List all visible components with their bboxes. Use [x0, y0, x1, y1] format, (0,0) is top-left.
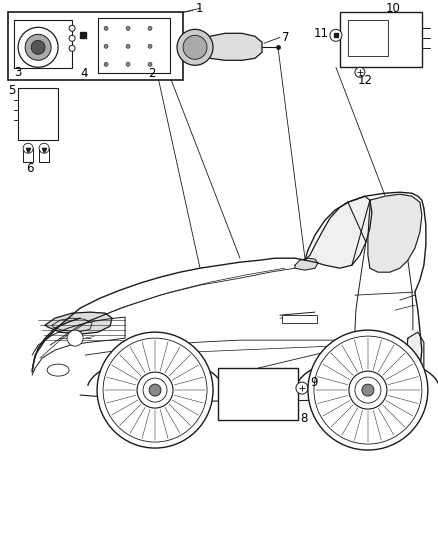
Circle shape [296, 382, 308, 394]
Polygon shape [295, 258, 318, 270]
Text: 11: 11 [314, 27, 329, 40]
Circle shape [330, 29, 342, 42]
Text: 6: 6 [26, 161, 34, 175]
Circle shape [18, 27, 58, 67]
Text: 8: 8 [300, 411, 307, 425]
Bar [18, 88, 58, 140]
Circle shape [314, 336, 422, 444]
Polygon shape [87, 358, 223, 394]
Circle shape [69, 26, 75, 31]
Text: 3: 3 [14, 66, 21, 79]
Circle shape [349, 371, 387, 409]
Polygon shape [305, 196, 372, 268]
Circle shape [148, 44, 152, 49]
Circle shape [69, 45, 75, 51]
Circle shape [148, 62, 152, 66]
Text: 7: 7 [282, 31, 290, 44]
Bar [14, 20, 72, 68]
Circle shape [69, 35, 75, 42]
Circle shape [126, 44, 130, 49]
Circle shape [362, 384, 374, 396]
Circle shape [143, 378, 167, 402]
Bar [340, 12, 422, 67]
Circle shape [97, 332, 213, 448]
Text: 10: 10 [386, 2, 401, 15]
Bar [23, 148, 33, 162]
Polygon shape [198, 34, 262, 60]
Circle shape [103, 338, 207, 442]
Text: 5: 5 [8, 84, 15, 97]
Bar [39, 148, 49, 162]
Circle shape [126, 26, 130, 30]
Polygon shape [45, 312, 112, 334]
Text: 9: 9 [310, 376, 318, 389]
Polygon shape [407, 332, 424, 375]
Polygon shape [32, 290, 428, 400]
Bar [98, 18, 170, 74]
Circle shape [104, 62, 108, 66]
Text: 1: 1 [196, 2, 204, 15]
Circle shape [25, 34, 51, 60]
Circle shape [177, 29, 213, 66]
Circle shape [67, 330, 83, 346]
Bar [348, 20, 388, 56]
Circle shape [355, 67, 365, 77]
Text: 2: 2 [148, 67, 155, 80]
Text: 12: 12 [358, 74, 373, 87]
Ellipse shape [47, 364, 69, 376]
Bar [282, 315, 317, 323]
Polygon shape [368, 194, 422, 272]
Bar [218, 368, 298, 420]
Circle shape [355, 377, 381, 403]
Bar [8, 12, 183, 80]
Circle shape [104, 44, 108, 49]
Circle shape [183, 35, 207, 59]
Polygon shape [297, 357, 438, 385]
Circle shape [31, 41, 45, 54]
Circle shape [308, 330, 428, 450]
Circle shape [137, 372, 173, 408]
Circle shape [23, 143, 33, 154]
Circle shape [149, 384, 161, 396]
Circle shape [39, 143, 49, 154]
Text: 4: 4 [80, 67, 88, 80]
Circle shape [104, 26, 108, 30]
Circle shape [126, 62, 130, 66]
Circle shape [148, 26, 152, 30]
